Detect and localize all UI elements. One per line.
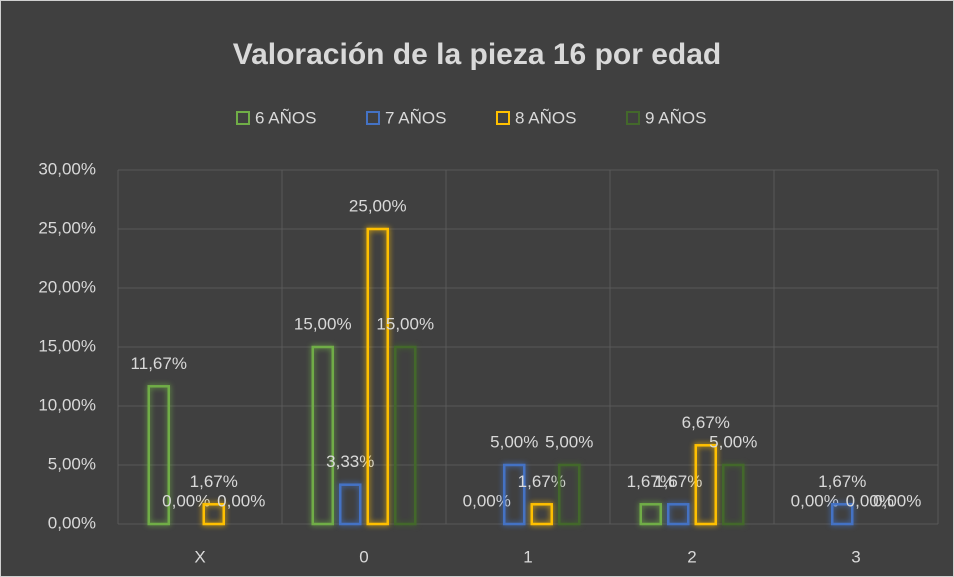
legend-label: 8 AÑOS [515, 108, 576, 127]
bar [311, 345, 334, 526]
data-label: 0,00% [162, 491, 210, 510]
bar [694, 444, 717, 526]
data-label: 1,67% [654, 472, 702, 491]
y-tick-label: 30,00% [38, 159, 96, 178]
data-label: 15,00% [376, 314, 434, 333]
bar [147, 385, 170, 526]
data-label: 0,00% [217, 491, 265, 510]
bar [530, 503, 553, 526]
y-tick-label: 25,00% [38, 218, 96, 237]
data-label: 3,33% [326, 452, 374, 471]
bar [503, 463, 526, 526]
data-label: 6,67% [682, 413, 730, 432]
data-label: 0,00% [791, 491, 839, 510]
data-label: 1,67% [518, 472, 566, 491]
chart-title: Valoración de la pieza 16 por edad [233, 38, 722, 71]
bar [667, 503, 690, 526]
data-label: 11,67% [131, 354, 187, 373]
x-tick-label: 0 [359, 547, 368, 566]
legend-swatch [626, 111, 640, 125]
y-tick-label: 10,00% [38, 395, 96, 414]
y-tick-label: 20,00% [38, 277, 96, 296]
bar [831, 503, 854, 526]
data-label: 5,00% [709, 432, 757, 451]
x-tick-label: X [194, 547, 205, 566]
data-label: 1,67% [190, 472, 238, 491]
data-label: 1,67% [818, 472, 866, 491]
data-label: 1,67% [627, 472, 675, 491]
bar [722, 463, 745, 526]
data-label: 15,00% [294, 314, 352, 333]
bar [202, 503, 225, 526]
legend-swatch [496, 111, 510, 125]
y-tick-label: 5,00% [48, 454, 96, 473]
y-tick-label: 0,00% [48, 513, 96, 532]
data-label: 25,00% [349, 196, 407, 215]
data-label: 5,00% [490, 432, 538, 451]
x-tick-label: 3 [851, 547, 860, 566]
bar [394, 345, 417, 526]
data-label: 0,00% [463, 491, 511, 510]
y-tick-label: 15,00% [38, 336, 96, 355]
legend-swatch [366, 111, 380, 125]
bar [366, 227, 389, 526]
x-tick-label: 2 [687, 547, 696, 566]
bar [558, 463, 581, 526]
data-label: 0,00% [846, 491, 894, 510]
data-label: 0,00% [873, 491, 921, 510]
legend-label: 6 AÑOS [255, 108, 316, 127]
legend-label: 7 AÑOS [385, 108, 446, 127]
legend-swatch [236, 111, 250, 125]
bar [639, 503, 662, 526]
data-label: 5,00% [545, 432, 593, 451]
legend-label: 9 AÑOS [645, 108, 706, 127]
x-tick-label: 1 [523, 547, 532, 566]
bar [339, 483, 362, 526]
